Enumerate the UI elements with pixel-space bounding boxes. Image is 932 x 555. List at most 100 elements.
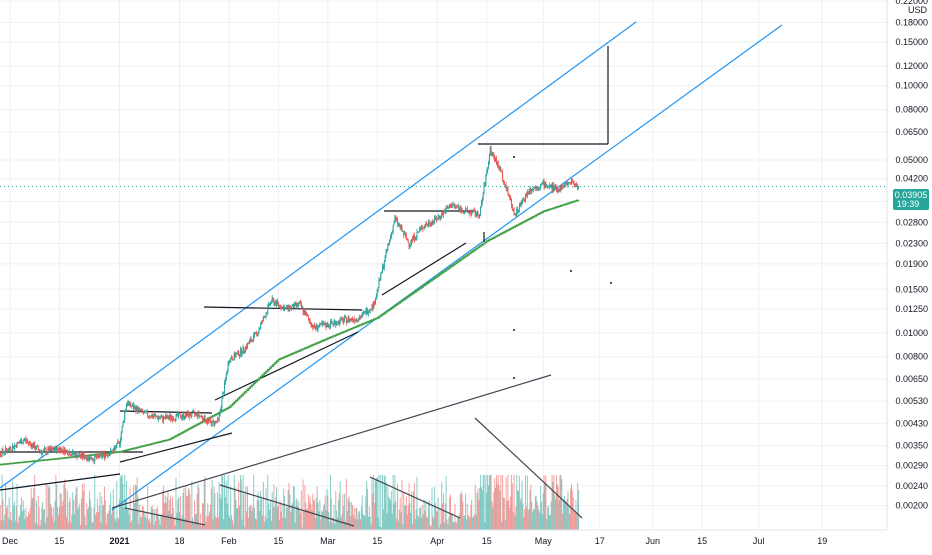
volume-bar [158,519,160,530]
volume-bar [457,516,459,530]
candle-body [462,211,464,214]
volume-bar [312,493,314,530]
volume-bar [393,503,395,530]
candle-body [356,318,358,321]
volume-bar [231,515,233,530]
candle-body [423,225,425,229]
volume-bar [224,475,226,530]
volume-bar [70,522,72,530]
volume-bar [66,490,68,530]
volume-bar [79,503,81,530]
candle-body [360,316,362,319]
volume-bar [16,483,18,530]
volume-bar [174,525,176,530]
candle-body [30,443,32,448]
volume-bar [332,517,334,530]
candle-body [138,408,140,410]
volume-bar [78,506,80,530]
current-price-tag-bg [893,189,929,210]
candle-body [435,218,437,221]
volume-bar [263,521,265,530]
candle-body [292,304,294,309]
volume-bar [356,508,358,530]
volume-bar [292,502,294,530]
volume-bar [172,507,174,530]
volume-bar [524,509,526,530]
candle-body [466,208,468,212]
volume-bar [343,506,345,530]
candle-body [92,459,94,461]
volume-bar [207,503,209,530]
volume-bar [445,475,447,530]
volume-bar [203,479,205,530]
candle-body [79,454,81,456]
volume-bar [536,501,538,530]
candle-body [311,324,313,327]
grid [0,0,887,530]
volume-bar [32,497,34,530]
volume-bar [273,484,275,530]
candle-body [350,319,352,320]
candle-body [572,182,574,184]
volume-bar [87,509,89,530]
candle-body [427,224,429,226]
candle-body [504,185,506,186]
candle-body [271,297,273,302]
volume-bar [299,509,301,530]
volume-bar [412,491,414,530]
candle-body [414,239,416,240]
candle-body [118,441,120,446]
candle-body [326,322,328,328]
candle-body [127,403,129,406]
volume-bar [317,502,319,530]
candle-body [470,212,472,215]
volume-bar [184,518,186,530]
candle-body [179,413,181,418]
candle-body [242,347,244,354]
candle-body [81,453,83,458]
candle-body [445,207,447,214]
time-tick-label: Apr [430,536,444,546]
volume-bar [487,475,489,530]
volume-bar [502,497,504,530]
moving-average [0,199,580,466]
volume-bar [12,480,14,530]
volume-bar [256,499,258,530]
candle-body [525,194,527,201]
trend-drawings[interactable] [0,21,783,527]
volume-bar [210,488,212,530]
price-tick-label: 0.04200 [895,174,928,184]
candle-body [569,182,571,184]
volume-bar [50,503,52,530]
volume-bar [232,524,234,530]
candle-body [196,412,198,417]
candle-body [45,449,47,454]
candle-body [253,334,255,342]
candle-body [533,188,535,190]
candle-body [159,418,161,419]
candle-body [269,303,271,306]
candle-body [471,212,473,215]
candle-body [296,303,298,306]
volume-bar [436,511,438,530]
volume-bar [252,506,254,530]
candle-body [60,448,62,453]
volume-bars [0,475,580,530]
volume-bar [518,490,520,530]
volume-bar [385,482,387,530]
candle-body [95,455,97,457]
volume-bar [429,525,431,530]
candle-body [374,301,376,305]
candle-body [160,417,162,419]
candle-body [102,455,104,457]
volume-bar [546,518,548,530]
candle-body [313,324,315,329]
price-tick-label: 0.02300 [895,238,928,248]
volume-bar [408,483,410,530]
volume-bar [348,496,350,530]
candle-body [405,235,407,239]
volume-bar [418,517,420,530]
volume-bar [483,475,485,530]
